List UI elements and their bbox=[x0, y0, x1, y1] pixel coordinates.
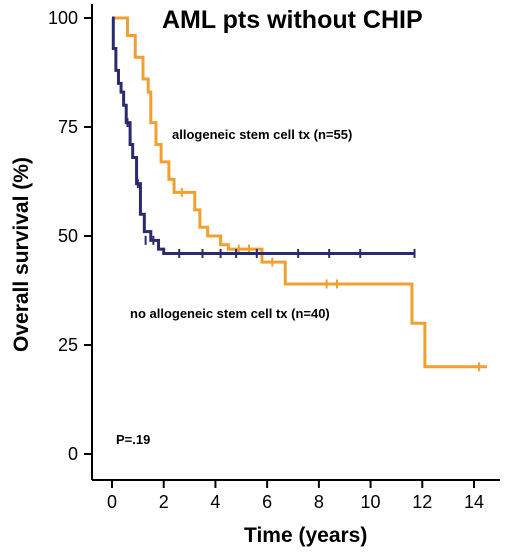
y-tick-label: 25 bbox=[58, 335, 78, 355]
y-tick-label: 100 bbox=[48, 8, 78, 28]
ticks-layer: 0 2 4 6 8 10 12 14 0 25 50 75 100 bbox=[48, 8, 484, 512]
y-tick-label: 75 bbox=[58, 117, 78, 137]
x-tick-label: 0 bbox=[107, 492, 117, 512]
x-tick-label: 8 bbox=[314, 492, 324, 512]
chart-title: AML pts without CHIP bbox=[162, 6, 423, 34]
y-tick-label: 50 bbox=[58, 226, 78, 246]
series-line-allogeneic bbox=[112, 16, 487, 369]
x-tick-label: 10 bbox=[361, 492, 381, 512]
x-tick-label: 6 bbox=[262, 492, 272, 512]
annotation-allogeneic: allogeneic stem cell tx (n=55) bbox=[172, 127, 352, 142]
x-axis-title: Time (years) bbox=[244, 524, 367, 547]
x-tick-label: 14 bbox=[464, 492, 484, 512]
annotation-no-allogeneic: no allogeneic stem cell tx (n=40) bbox=[130, 306, 330, 321]
x-tick-label: 2 bbox=[159, 492, 169, 512]
plot-area: 0 2 4 6 8 10 12 14 0 25 50 75 100 bbox=[48, 4, 500, 512]
series-layer bbox=[111, 16, 487, 372]
annotation-p-value: P=.19 bbox=[116, 432, 150, 447]
x-tick-label: 12 bbox=[412, 492, 432, 512]
y-axis-title: Overall survival (%) bbox=[10, 157, 33, 352]
y-tick-label: 0 bbox=[68, 444, 78, 464]
x-tick-label: 4 bbox=[210, 492, 220, 512]
